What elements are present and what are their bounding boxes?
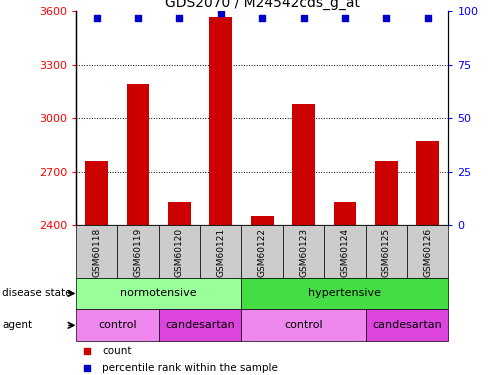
Text: GSM60124: GSM60124 (341, 228, 349, 277)
Bar (168, 202, 191, 225)
Bar (242, 278, 448, 309)
Bar (242, 225, 283, 278)
Point (360, 294, 368, 300)
Bar (126, 84, 149, 225)
Bar (292, 104, 315, 225)
Bar (76, 309, 159, 341)
Text: disease state: disease state (2, 288, 72, 298)
Point (175, 15, 183, 21)
Text: GSM60121: GSM60121 (216, 228, 225, 277)
Text: count: count (102, 346, 131, 356)
Point (341, 15, 349, 21)
Bar (334, 202, 356, 225)
Text: GSM60123: GSM60123 (299, 228, 308, 277)
Point (424, 15, 432, 21)
Point (93, 15, 100, 21)
Bar (76, 278, 242, 309)
Bar (366, 309, 448, 341)
Bar (375, 161, 398, 225)
Bar (416, 141, 439, 225)
Text: percentile rank within the sample: percentile rank within the sample (102, 363, 278, 373)
Text: normotensive: normotensive (121, 288, 197, 298)
Bar (159, 309, 242, 341)
Bar (242, 309, 366, 341)
Bar (251, 216, 273, 225)
Text: GSM60122: GSM60122 (258, 228, 267, 277)
Text: GSM60118: GSM60118 (92, 228, 101, 277)
Text: hypertensive: hypertensive (308, 288, 381, 298)
Point (258, 15, 266, 21)
Bar (200, 225, 242, 278)
Bar (209, 16, 232, 225)
Bar (324, 225, 366, 278)
Text: GSM60126: GSM60126 (423, 228, 432, 277)
Text: agent: agent (2, 320, 32, 330)
Text: candesartan: candesartan (165, 320, 235, 330)
Text: candesartan: candesartan (372, 320, 442, 330)
Point (360, 140, 368, 146)
Point (134, 15, 142, 21)
Point (299, 15, 307, 21)
Bar (76, 225, 117, 278)
Bar (366, 225, 407, 278)
Bar (117, 225, 159, 278)
Bar (283, 225, 324, 278)
Bar (85, 161, 108, 225)
Text: control: control (98, 320, 137, 330)
Text: control: control (284, 320, 323, 330)
Bar (159, 225, 200, 278)
Text: GSM60120: GSM60120 (175, 228, 184, 277)
Point (382, 15, 390, 21)
Bar (407, 225, 448, 278)
Text: GSM60119: GSM60119 (133, 228, 143, 277)
Point (217, 10, 225, 16)
Title: GDS2070 / M24542cds_g_at: GDS2070 / M24542cds_g_at (165, 0, 360, 10)
Text: GSM60125: GSM60125 (382, 228, 391, 277)
